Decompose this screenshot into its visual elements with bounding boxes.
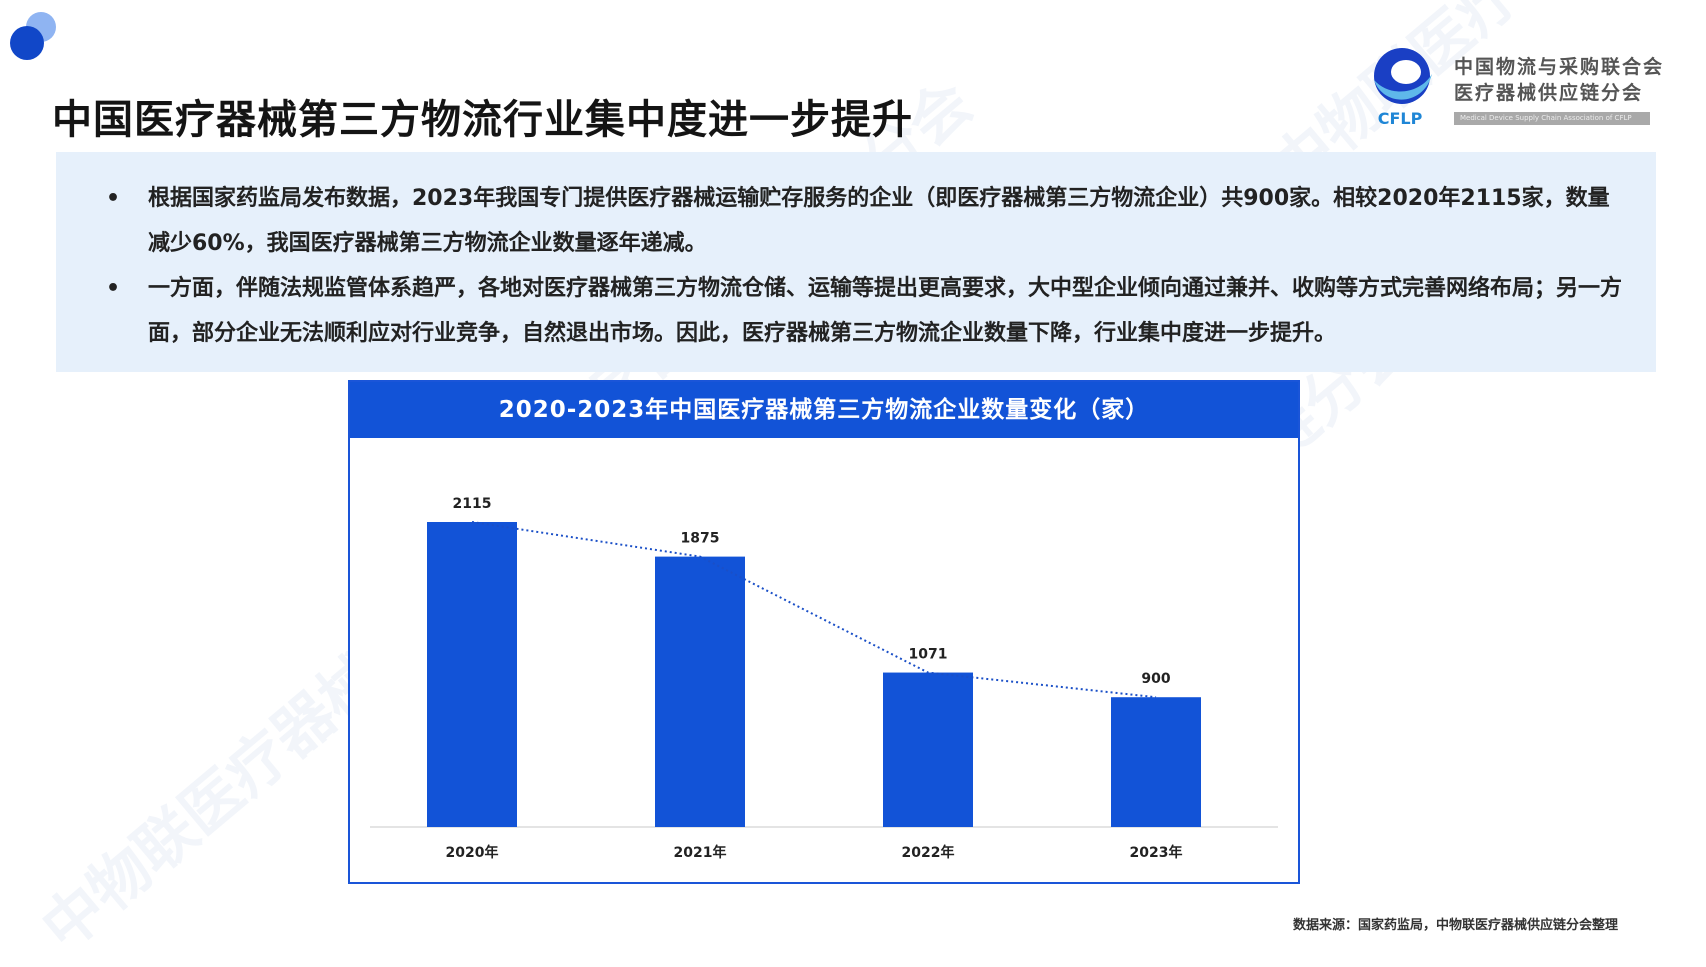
bar-value-label: 900 (1141, 671, 1170, 687)
chart-bar (655, 556, 745, 827)
corner-dot-dark (10, 26, 44, 60)
chart-title: 2020-2023年中国医疗器械第三方物流企业数量变化（家） (350, 382, 1298, 438)
page-title: 中国医疗器械第三方物流行业集中度进一步提升 (52, 96, 913, 143)
bullet-item: • 根据国家药监局发布数据，2023年我国专门提供医疗器械运输贮存服务的企业（即… (96, 176, 1626, 266)
trend-line (471, 521, 1157, 699)
cflp-logo: CFLP 中国物流与采购联合会 医疗器械供应链分会 Medical Device… (1362, 44, 1662, 134)
chart-bar (1111, 697, 1201, 827)
bar-value-label: 2115 (453, 496, 492, 512)
chart-panel: 2115 2020年 1875 2021年 1071 2022年 900 2023年 2020… (348, 380, 1300, 884)
x-tick-label: 2021年 (674, 844, 727, 861)
logo-english: Medical Device Supply Chain Association … (1454, 112, 1650, 125)
bar-chart: 2115 2020年 1875 2021年 1071 2022年 900 2023年 (370, 496, 1278, 861)
bullet-item: • 一方面，伴随法规监管体系趋严，各地对医疗器械第三方物流仓储、运输等提出更高要… (96, 266, 1626, 356)
bullet-text: 一方面，伴随法规监管体系趋严，各地对医疗器械第三方物流仓储、运输等提出更高要求，… (148, 276, 1623, 346)
chart-bar (883, 672, 973, 827)
x-tick-label: 2022年 (902, 844, 955, 861)
bullet-text: 根据国家药监局发布数据，2023年我国专门提供医疗器械运输贮存服务的企业（即医疗… (148, 186, 1610, 256)
x-tick-label: 2023年 (1130, 844, 1183, 861)
info-panel: • 根据国家药监局发布数据，2023年我国专门提供医疗器械运输贮存服务的企业（即… (56, 152, 1656, 372)
source-note: 数据来源：国家药监局，中物联医疗器械供应链分会整理 (1292, 918, 1618, 933)
logo-line-2: 医疗器械供应链分会 (1454, 82, 1644, 104)
cflp-logo-icon: CFLP (1374, 48, 1432, 128)
bullet-dot: • (106, 276, 121, 301)
chart-bar (427, 522, 517, 827)
logo-text: 中国物流与采购联合会 医疗器械供应链分会 Medical Device Supp… (1454, 54, 1664, 125)
bullet-dot: • (106, 186, 121, 211)
corner-decoration (10, 12, 70, 72)
logo-mark-text: CFLP (1378, 109, 1423, 128)
bar-value-label: 1875 (681, 531, 720, 547)
bar-value-label: 1071 (909, 647, 948, 663)
logo-line-1: 中国物流与采购联合会 (1454, 56, 1665, 78)
x-tick-label: 2020年 (446, 844, 499, 861)
